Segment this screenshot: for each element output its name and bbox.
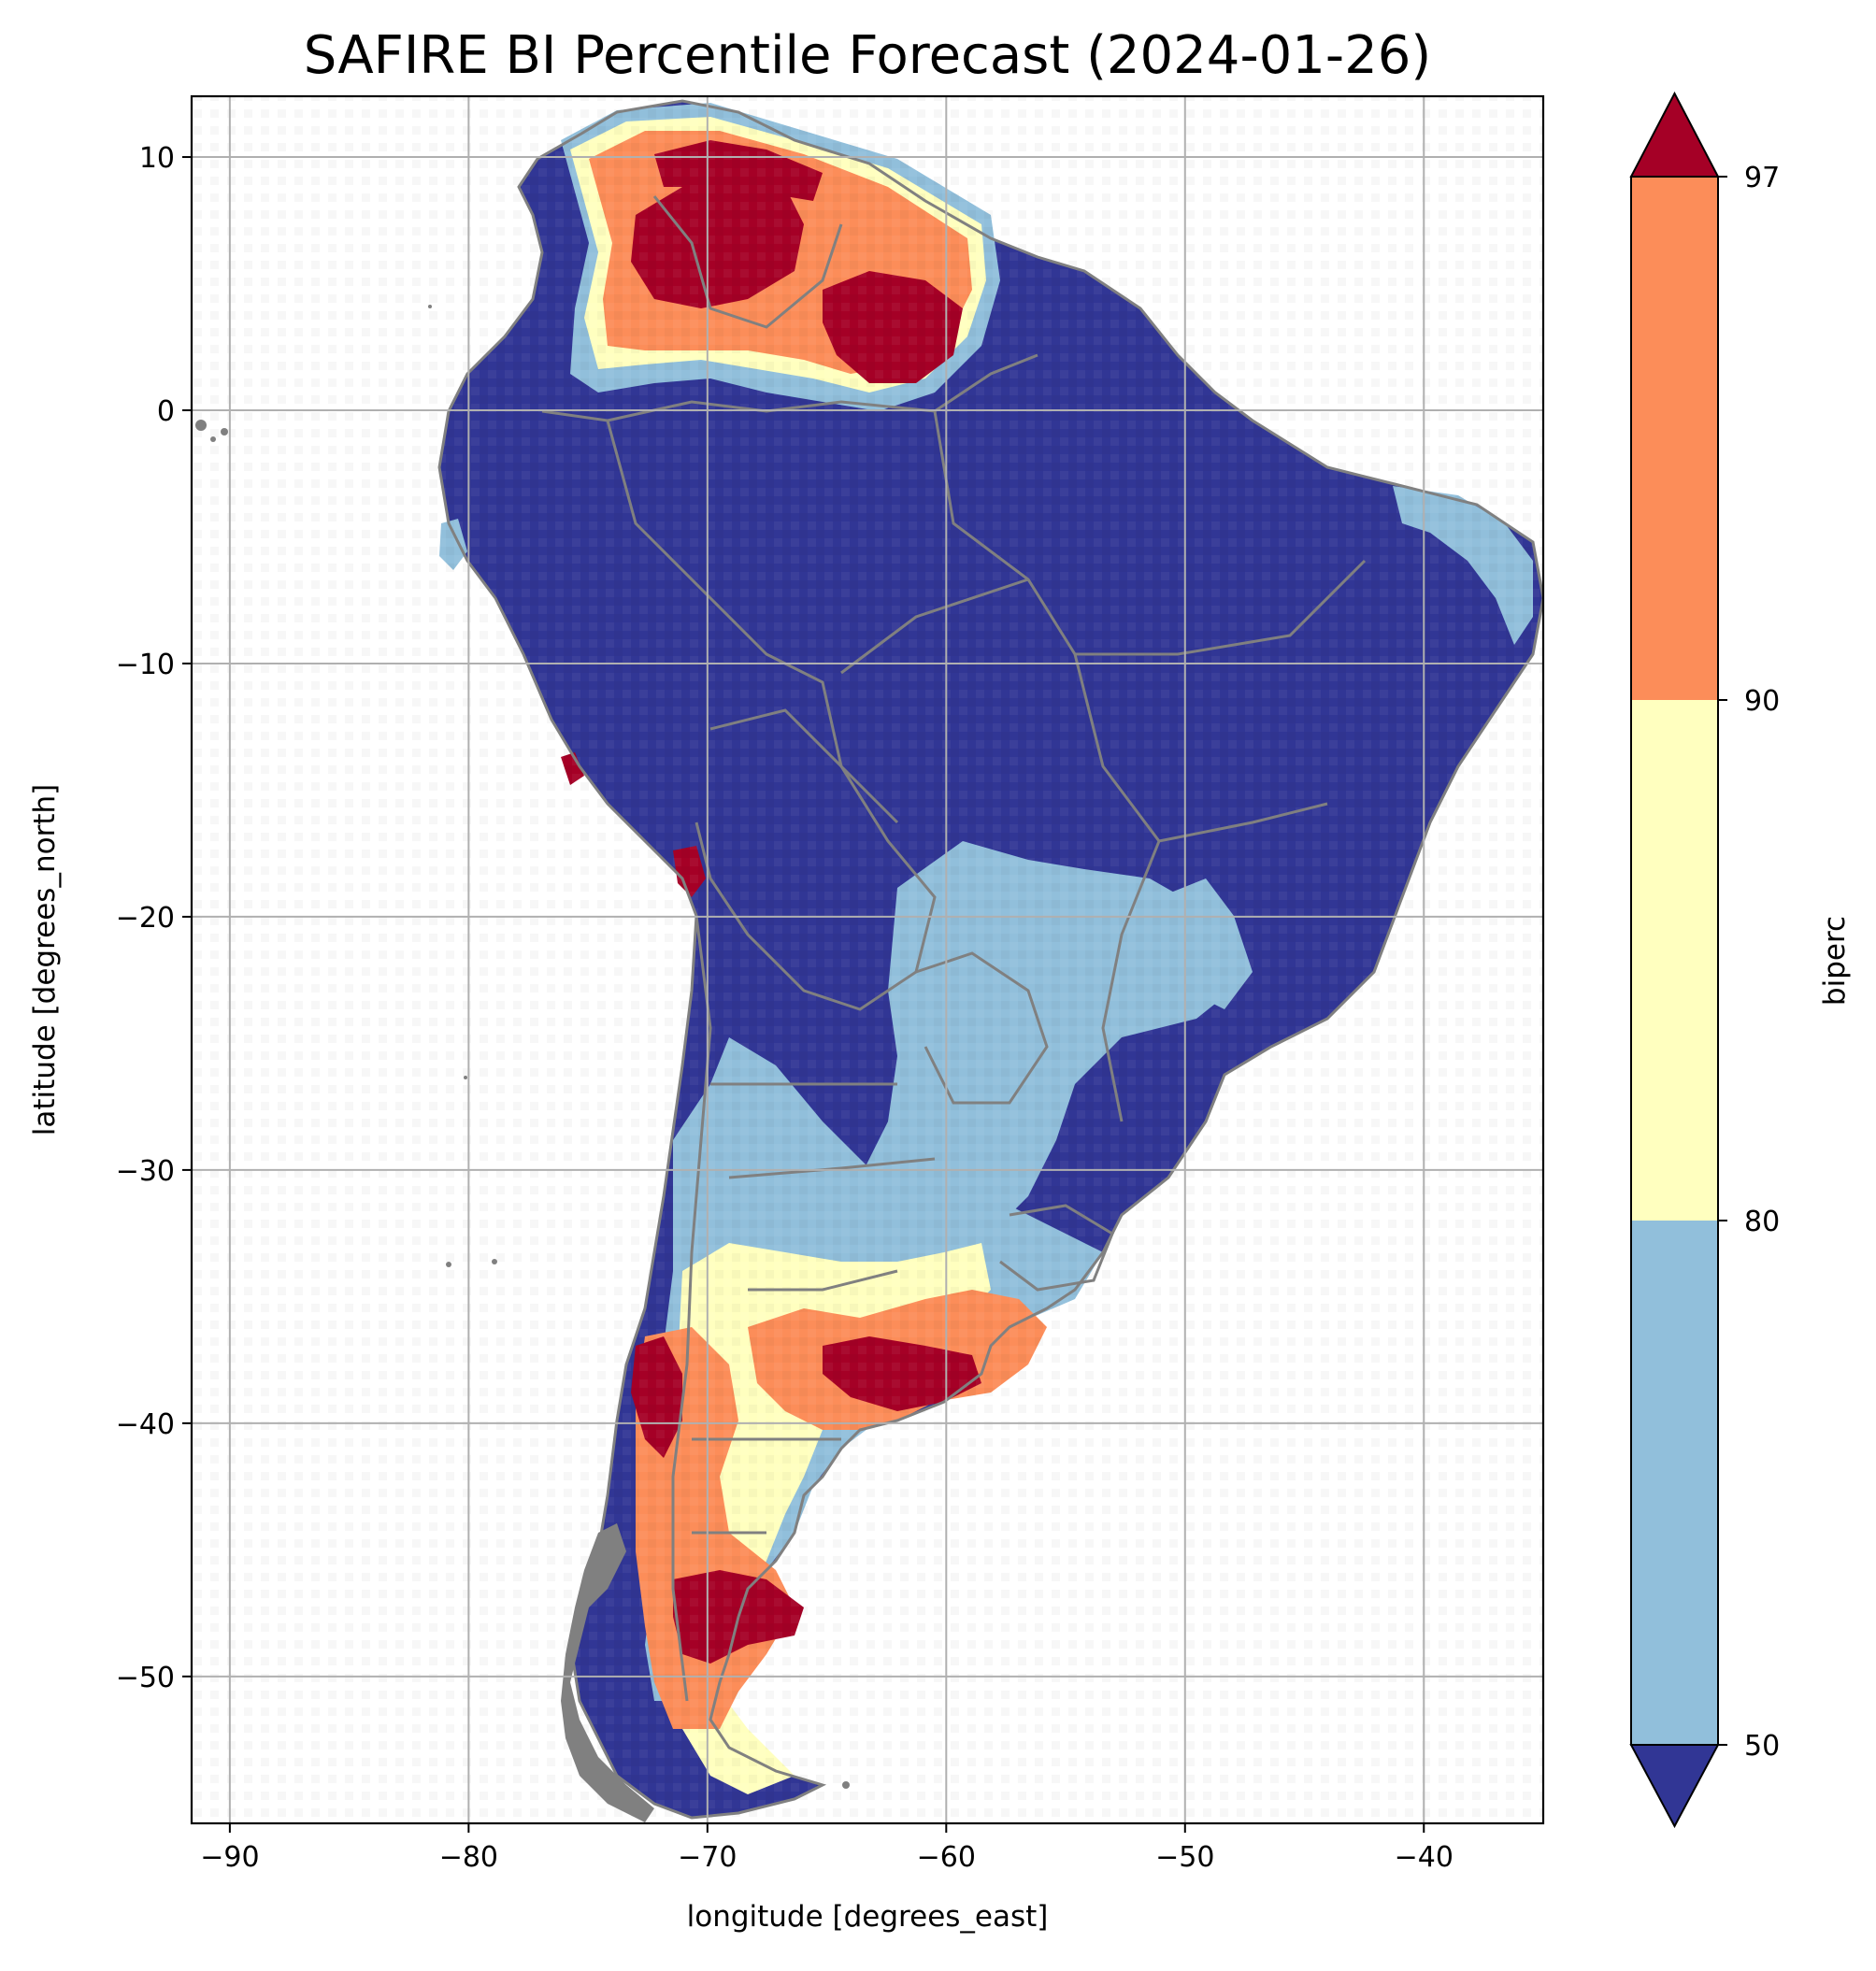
colorbar-tick-90: 90 <box>1744 685 1780 718</box>
chile-islands <box>561 1523 654 1822</box>
colorbar-tick-50: 50 <box>1744 1730 1780 1763</box>
border-brazil-north <box>541 353 1038 422</box>
border-outline <box>437 99 1543 1820</box>
y-axis-label: latitude [degrees_north] <box>28 784 62 1135</box>
border-argentina-chile <box>671 915 712 1702</box>
x-tick-label: −90 <box>200 1841 259 1874</box>
x-axis-label: longitude [degrees_east] <box>687 1900 1049 1934</box>
border-uruguay <box>999 1204 1114 1292</box>
border-paraguay <box>915 951 1049 1105</box>
x-tick-label: −80 <box>439 1841 498 1874</box>
colorbar-frame <box>1630 176 1719 1746</box>
y-tick-label: −50 <box>116 1662 175 1694</box>
island-falklands-near <box>842 1781 850 1789</box>
island-juan-fernandez <box>446 1262 451 1267</box>
island-san-felix <box>464 1076 467 1079</box>
galapagos-islands-3 <box>210 436 216 442</box>
border-argentina-provinces <box>692 1082 936 1535</box>
colorbar-tick-80: 80 <box>1744 1206 1780 1238</box>
y-tick-label: −40 <box>116 1408 175 1441</box>
x-tick-label: −70 <box>678 1841 737 1874</box>
x-tick-label: −40 <box>1395 1841 1454 1874</box>
island-juan-fernandez-2 <box>492 1259 497 1264</box>
chart-title: SAFIRE BI Percentile Forecast (2024-01-2… <box>304 25 1431 86</box>
island-malpelo <box>428 305 432 308</box>
colorbar-label: biperc <box>1818 916 1852 1006</box>
plot-frame <box>190 94 1545 1825</box>
border-colombia-venezuela <box>652 195 843 329</box>
colorbar: 97 90 80 50 biperc <box>1629 91 1852 1829</box>
y-tick-label: 0 <box>157 395 175 428</box>
y-tick-label: −10 <box>116 649 175 681</box>
galapagos-islands <box>195 420 207 431</box>
x-tick-label: −60 <box>917 1841 976 1874</box>
galapagos-islands-2 <box>221 428 228 436</box>
map-area <box>192 96 1543 1823</box>
colorbar-tick-97: 97 <box>1744 162 1780 194</box>
colorbar-segment-90-97 <box>1631 177 1718 700</box>
y-tick-label: 10 <box>139 142 175 175</box>
x-tick-label: −50 <box>1155 1841 1214 1874</box>
border-brazil-states <box>840 410 1367 1122</box>
colorbar-segment-80-90 <box>1631 700 1718 1221</box>
colorbar-extend-top <box>1629 91 1720 178</box>
y-tick-label: −30 <box>116 1155 175 1188</box>
y-tick-label: −20 <box>116 902 175 935</box>
colorbar-extend-bottom <box>1629 1744 1720 1829</box>
colorbar-segment-50-80 <box>1631 1221 1718 1745</box>
